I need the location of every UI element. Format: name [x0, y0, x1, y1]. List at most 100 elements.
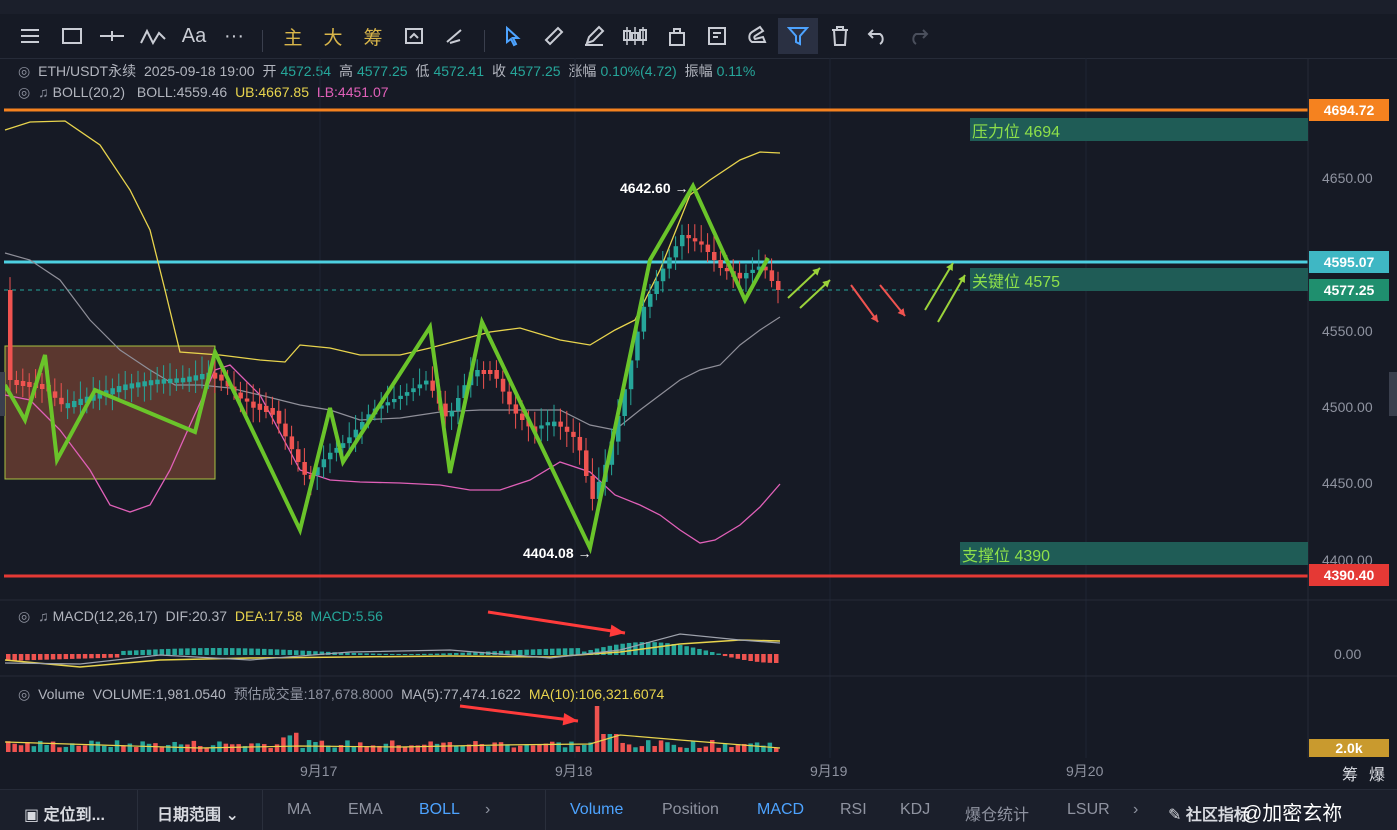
macd-name[interactable]: MACD(12,26,17): [52, 608, 158, 624]
horizontal-line-icon[interactable]: [97, 18, 127, 54]
eye-icon[interactable]: ◎: [18, 686, 31, 702]
locate-button[interactable]: ▣ 定位到...: [24, 807, 105, 824]
macd-bar: [76, 654, 81, 659]
lock-icon[interactable]: [664, 18, 690, 54]
menu-icon[interactable]: [16, 18, 44, 54]
volume-bar: [729, 747, 734, 752]
candle-body: [552, 421, 557, 427]
pencil-icon[interactable]: [580, 18, 608, 54]
candle-body: [251, 401, 256, 408]
macd-bar: [550, 648, 555, 655]
volume-bar: [716, 747, 721, 752]
indicator-position[interactable]: Position: [662, 801, 719, 818]
key-zone[interactable]: 关键位 4575: [970, 268, 1308, 291]
callout-arrow: [487, 610, 626, 635]
eye-icon[interactable]: ◎: [18, 84, 31, 100]
indicator-icon[interactable]: [138, 18, 168, 54]
macd-bar: [678, 645, 683, 655]
community-indicators-button[interactable]: ✎ 社区指标: [1168, 807, 1250, 824]
font-button[interactable]: Aa: [181, 24, 207, 47]
watermark: @加密玄祢: [1242, 803, 1343, 825]
volume-bar: [82, 745, 88, 752]
macd-bar: [172, 648, 177, 655]
chevron-right-icon[interactable]: ›: [485, 801, 491, 818]
macd-bar: [530, 649, 536, 655]
chip-button[interactable]: 筹: [363, 27, 383, 49]
edit-icon: ✎: [1168, 807, 1182, 824]
candle-body: [571, 431, 576, 437]
more-button[interactable]: ···: [224, 24, 244, 47]
candle-body: [539, 425, 544, 429]
macd-bar: [313, 651, 318, 655]
candle-body: [705, 244, 711, 252]
candle-body: [609, 441, 615, 465]
candle-body: [353, 429, 359, 438]
indicator-ema[interactable]: EMA: [348, 801, 383, 818]
big-order-button[interactable]: 大: [323, 27, 343, 49]
macd-bar: [761, 654, 766, 663]
boll-name[interactable]: BOLL(20,2): [52, 84, 125, 100]
eye-icon[interactable]: ◎: [18, 608, 31, 624]
candle-body: [750, 269, 755, 273]
resistance-zone[interactable]: 压力位 4694: [970, 118, 1308, 141]
candle-body: [584, 450, 589, 476]
indicator-macd[interactable]: MACD: [757, 801, 805, 818]
resistance-price-label: 4694.72: [1309, 99, 1389, 121]
volume-name[interactable]: Volume: [38, 686, 85, 702]
indicator-lsur[interactable]: LSUR: [1067, 801, 1110, 818]
high-label: 高: [338, 63, 353, 79]
candlestick-icon[interactable]: [620, 18, 650, 54]
bell-icon[interactable]: ♫: [38, 84, 49, 100]
indicator-volume[interactable]: Volume: [570, 801, 624, 818]
note-icon[interactable]: [703, 18, 731, 54]
volume-bar: [50, 741, 56, 752]
boll-lower-value: LB:4451.07: [316, 84, 389, 100]
chip-toggle[interactable]: 筹: [1342, 767, 1359, 784]
candle-body: [148, 380, 154, 386]
candle-body: [65, 403, 71, 409]
undo-icon[interactable]: [864, 18, 892, 54]
macd-bar: [370, 653, 376, 655]
volume-bar: [63, 746, 69, 752]
filter-icon[interactable]: [778, 18, 818, 54]
rectangle-tool-icon[interactable]: [58, 18, 86, 54]
volume-estimate: 预估成交量:187,678.8000: [233, 686, 394, 702]
indicator-boll[interactable]: BOLL: [419, 801, 460, 818]
close-value: 4577.25: [509, 63, 561, 79]
macd-bar: [281, 649, 286, 655]
indicator-kdj[interactable]: KDJ: [900, 801, 931, 818]
indicator-rsi[interactable]: RSI: [840, 801, 867, 818]
ruler-icon[interactable]: [540, 18, 568, 54]
cursor-icon[interactable]: [499, 18, 529, 54]
volume-ma10: MA(10):106,321.6074: [528, 686, 665, 702]
support-zone[interactable]: 支撑位 4390: [960, 542, 1308, 565]
volume-bar: [710, 740, 715, 752]
date-range-button[interactable]: 日期范围 ⌄: [157, 807, 239, 824]
volume-bar: [479, 744, 485, 752]
macd-bar: [735, 654, 741, 659]
volume-bar: [422, 744, 427, 752]
callout-arrowhead: [609, 624, 625, 637]
volume-bar: [338, 745, 344, 752]
redo-icon[interactable]: [904, 18, 932, 54]
liquidation-toggle[interactable]: 爆: [1369, 767, 1386, 784]
symbol-label[interactable]: ETH/USDT永续: [38, 63, 137, 79]
candle-body: [449, 410, 455, 417]
candle-body: [110, 388, 115, 395]
volume-bar: [242, 746, 248, 752]
left-scroll-handle: [0, 372, 5, 416]
candle-body: [276, 410, 282, 424]
macd-bar: [460, 652, 465, 655]
magnet-icon[interactable]: [744, 18, 772, 54]
price-chart[interactable]: [0, 58, 1397, 758]
sync-icon[interactable]: [400, 18, 428, 54]
macd-bar: [774, 654, 779, 663]
indicator-ma[interactable]: MA: [287, 801, 311, 818]
trash-icon[interactable]: [826, 18, 854, 54]
macd-dea-line: [4, 639, 781, 668]
brush-icon[interactable]: [441, 18, 469, 54]
main-chart-button[interactable]: 主: [283, 27, 303, 49]
indicator-liquidation[interactable]: 爆仓统计: [965, 807, 1030, 824]
chevron-right-icon[interactable]: ›: [1133, 801, 1139, 818]
bell-icon[interactable]: ♫: [38, 608, 49, 624]
